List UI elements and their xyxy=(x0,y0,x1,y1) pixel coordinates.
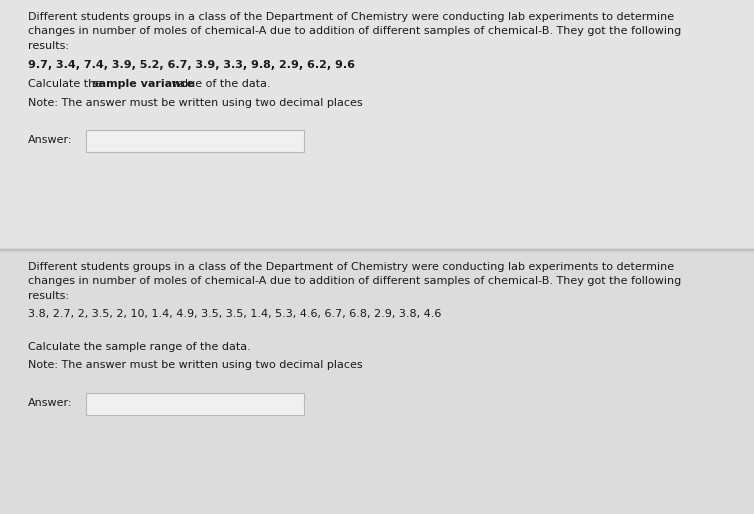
Text: sample variance: sample variance xyxy=(92,79,194,89)
Text: Answer:: Answer: xyxy=(28,398,72,408)
Text: changes in number of moles of chemical-A due to addition of different samples of: changes in number of moles of chemical-A… xyxy=(28,277,682,286)
Text: Calculate the sample range of the data.: Calculate the sample range of the data. xyxy=(28,342,251,352)
Text: results:: results: xyxy=(28,291,69,301)
FancyBboxPatch shape xyxy=(86,393,304,415)
Text: Calculate the: Calculate the xyxy=(28,79,106,89)
Bar xyxy=(0,0,754,248)
Text: Answer:: Answer: xyxy=(28,135,72,145)
Text: changes in number of moles of chemical-A due to addition of different samples of: changes in number of moles of chemical-A… xyxy=(28,27,682,36)
Text: Note: The answer must be written using two decimal places: Note: The answer must be written using t… xyxy=(28,360,363,371)
Text: value of the data.: value of the data. xyxy=(168,79,271,89)
Text: Different students groups in a class of the Department of Chemistry were conduct: Different students groups in a class of … xyxy=(28,262,674,272)
Bar xyxy=(0,253,754,514)
Text: Different students groups in a class of the Department of Chemistry were conduct: Different students groups in a class of … xyxy=(28,12,674,22)
Text: Note: The answer must be written using two decimal places: Note: The answer must be written using t… xyxy=(28,98,363,107)
Text: results:: results: xyxy=(28,41,69,51)
Text: 9.7, 3.4, 7.4, 3.9, 5.2, 6.7, 3.9, 3.3, 9.8, 2.9, 6.2, 9.6: 9.7, 3.4, 7.4, 3.9, 5.2, 6.7, 3.9, 3.3, … xyxy=(28,61,355,70)
Text: 3.8, 2.7, 2, 3.5, 2, 10, 1.4, 4.9, 3.5, 3.5, 1.4, 5.3, 4.6, 6.7, 6.8, 2.9, 3.8, : 3.8, 2.7, 2, 3.5, 2, 10, 1.4, 4.9, 3.5, … xyxy=(28,309,441,320)
FancyBboxPatch shape xyxy=(86,130,304,152)
